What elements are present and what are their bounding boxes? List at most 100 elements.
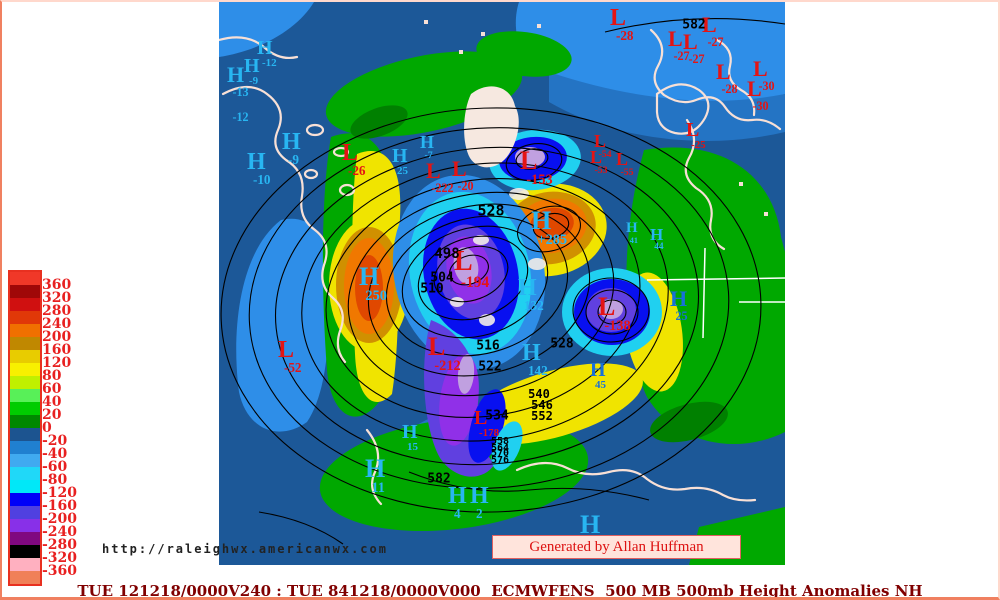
high-marker: -12 [232, 110, 249, 124]
low-marker: L -138 [598, 292, 631, 335]
low-marker: L -27 [683, 29, 705, 66]
high-marker: H -12 [257, 37, 277, 69]
low-marker: L -30 [753, 56, 775, 93]
colorbar-label: 80 [42, 368, 62, 384]
contour-label: 498 [434, 246, 460, 262]
high-marker: H 25 [670, 286, 688, 323]
colorbar-cell [10, 311, 40, 324]
colorbar-label: -40 [42, 446, 68, 462]
high-marker: H [580, 510, 601, 539]
source-url: http://raleighwx.americanwx.com [102, 542, 388, 556]
colorbar-cell [10, 415, 40, 428]
contour-label: 504 [430, 270, 454, 286]
colorbar-cell [10, 272, 40, 285]
high-marker: H 44 [650, 225, 664, 253]
colorbar-label: 40 [42, 394, 62, 410]
colorbar-label: 240 [42, 316, 72, 332]
low-marker: L -222 [426, 158, 454, 195]
colorbar-cell [10, 506, 40, 519]
colorbar-label: -60 [42, 459, 68, 475]
weather-map: H -12 H -9 H -13 -12 H -9 H -10 H 25 H -7 H 250 H +285 H 132… [219, 2, 785, 565]
low-marker: L -53 [590, 147, 608, 177]
low-marker: L -25 [686, 119, 706, 151]
colorbar-label: 160 [42, 342, 72, 358]
colorbar-label: -200 [42, 511, 78, 527]
colorbar-label: 120 [42, 355, 72, 371]
colorbar-label: -80 [42, 472, 68, 488]
high-marker: H 25 [392, 145, 408, 177]
low-marker: L -52 [278, 337, 302, 376]
colorbar-cell [10, 376, 40, 389]
colorbar-cell [10, 285, 40, 298]
low-marker: L -54 [594, 131, 612, 161]
colorbar-cell [10, 363, 40, 376]
colorbar-label: -20 [42, 433, 68, 449]
high-marker: H -7 [420, 132, 435, 162]
colorbar-cell [10, 298, 40, 311]
colorbar-cell [10, 441, 40, 454]
colorbar-labels: 360 320 280 240 200 160 120 80 60 40 20 0 -20 -40 -60-… [42, 270, 88, 586]
colorbar-cell [10, 480, 40, 493]
colorbar [8, 270, 42, 586]
colorbar-cell [10, 389, 40, 402]
low-marker: L -28 [716, 59, 738, 96]
contour-label: 570 [490, 448, 510, 459]
low-marker: L -30 [747, 76, 769, 113]
contour-label: 576 [490, 455, 510, 466]
low-marker: L -27 [668, 26, 690, 63]
colorbar-cell [10, 519, 40, 532]
colorbar-label: 200 [42, 329, 72, 345]
colorbar-cell [10, 324, 40, 337]
high-marker: H 11 [365, 454, 386, 497]
contour-label: 582 [427, 471, 451, 487]
low-marker: L -153 [520, 146, 553, 189]
colorbar-cell [10, 402, 40, 415]
high-marker: H -13 [227, 62, 249, 99]
contour-label: 510 [420, 281, 444, 297]
contour-label: 558 [490, 436, 510, 447]
contour-label: 516 [476, 338, 500, 354]
colorbar-cell [10, 467, 40, 480]
contour-label: 552 [531, 409, 553, 423]
colorbar-cell [10, 545, 40, 558]
colorbar-cell [10, 571, 40, 584]
contour-label: 522 [478, 359, 502, 375]
colorbar-cell [10, 350, 40, 363]
colorbar-label: -360 [42, 563, 78, 579]
map-graphic [219, 2, 785, 565]
colorbar-label: 0 [42, 420, 52, 436]
contour-label: 582 [682, 17, 706, 33]
high-marker: H -10 [247, 149, 271, 188]
high-marker: H -9 [282, 129, 301, 168]
contour-label: 540 [528, 387, 550, 401]
generated-by-badge: Generated by Allan Huffman [492, 535, 741, 559]
low-marker: L -26 [342, 140, 366, 179]
colorbar-cell [10, 337, 40, 350]
colorbar-label: 320 [42, 290, 72, 306]
low-marker: L -27 [702, 12, 724, 49]
colorbar-label: 20 [42, 407, 62, 423]
colorbar-cell [10, 493, 40, 506]
colorbar-cell [10, 454, 40, 467]
contour-label: 534 [485, 408, 509, 424]
colorbar-label: 60 [42, 381, 62, 397]
colorbar-label: -240 [42, 524, 78, 540]
colorbar-label: -320 [42, 550, 78, 566]
high-marker: H 132 [518, 275, 544, 314]
low-marker: L -178 [474, 407, 500, 439]
colorbar-cells [10, 272, 40, 584]
high-marker: H +285 [531, 206, 568, 249]
colorbar-label: 280 [42, 303, 72, 319]
colorbar-label: -160 [42, 498, 78, 514]
high-marker: H 45 [590, 359, 606, 391]
colorbar-label: -280 [42, 537, 78, 553]
low-marker: L -212 [428, 332, 461, 375]
contour-label: 528 [477, 201, 505, 220]
low-marker: L -20 [452, 156, 474, 193]
high-marker: H 41 [626, 220, 638, 245]
high-marker: H 250 [359, 262, 387, 305]
low-marker: L -55 [616, 149, 634, 179]
high-marker: H 15 [402, 421, 418, 453]
